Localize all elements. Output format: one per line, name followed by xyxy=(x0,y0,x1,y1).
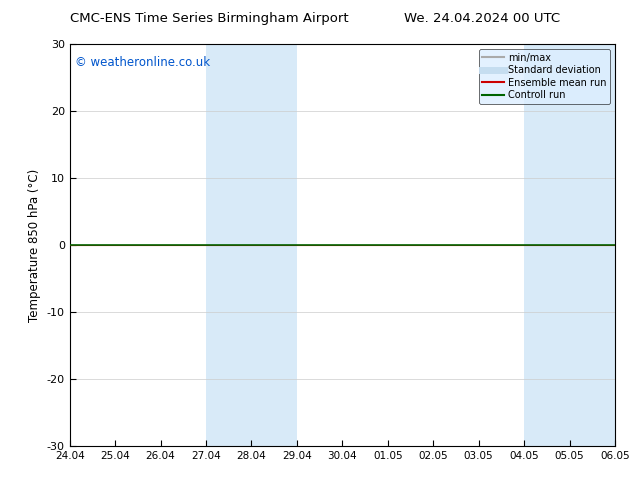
Y-axis label: Temperature 850 hPa (°C): Temperature 850 hPa (°C) xyxy=(28,169,41,321)
Legend: min/max, Standard deviation, Ensemble mean run, Controll run: min/max, Standard deviation, Ensemble me… xyxy=(479,49,610,104)
Bar xyxy=(524,44,615,446)
Text: We. 24.04.2024 00 UTC: We. 24.04.2024 00 UTC xyxy=(404,12,560,25)
Text: CMC-ENS Time Series Birmingham Airport: CMC-ENS Time Series Birmingham Airport xyxy=(70,12,349,25)
Bar xyxy=(206,44,297,446)
Text: © weatheronline.co.uk: © weatheronline.co.uk xyxy=(75,56,210,69)
